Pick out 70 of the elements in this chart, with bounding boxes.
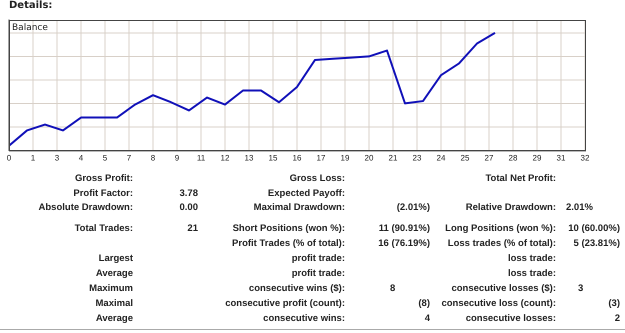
x-tick-label: 17 <box>316 153 326 162</box>
text: Maximal Drawdown: <box>254 202 345 213</box>
x-tick-label: 27 <box>484 153 494 162</box>
x-tick-label: 25 <box>460 153 470 162</box>
text: (3) <box>608 298 620 309</box>
x-tick-label: 21 <box>388 153 398 162</box>
text: loss trade: <box>508 253 556 264</box>
x-tick-label: 7 <box>126 153 132 162</box>
text: 0.00 <box>180 202 198 213</box>
text: Absolute Drawdown: <box>38 202 133 213</box>
text: Total Net Profit: <box>485 173 556 184</box>
text: Relative Drawdown: <box>466 202 556 213</box>
text: 11 (90.91%) <box>378 223 430 234</box>
x-tick-label: 5 <box>102 153 108 162</box>
text: consecutive profit (count): <box>225 298 345 309</box>
chart-title: Details: <box>9 0 52 11</box>
text: profit trade: <box>292 268 345 279</box>
text: Maximum <box>89 283 133 294</box>
text: 8 <box>390 283 396 294</box>
text: 21 <box>187 223 198 234</box>
text: Maximal <box>96 298 133 309</box>
text: consecutive loss (count): <box>441 298 556 309</box>
text: 16 (76.19%) <box>378 238 430 249</box>
x-tick-label: 3 <box>54 153 60 162</box>
text: 2.01% <box>566 202 593 213</box>
text: 3.78 <box>180 188 198 199</box>
text: consecutive losses ($): <box>451 283 556 294</box>
text: Gross Profit: <box>74 173 133 184</box>
text: Long Positions (won %): <box>445 223 556 234</box>
x-tick-label: 13 <box>244 153 254 162</box>
text: Loss trades (% of total): <box>448 238 556 249</box>
x-tick-label: 0 <box>6 153 12 162</box>
text: 2 <box>614 313 620 324</box>
text: Largest <box>98 253 133 264</box>
text: Profit Trades (% of total): <box>232 238 345 249</box>
x-tick-label: 9 <box>174 153 180 162</box>
x-tick-label: 1 <box>30 153 36 162</box>
x-tick-label: 28 <box>508 153 518 162</box>
x-tick-label: 16 <box>292 153 302 162</box>
text: 3 <box>578 283 584 294</box>
text: consecutive wins: <box>263 313 345 324</box>
x-tick-label: 19 <box>340 153 350 162</box>
text: consecutive wins ($): <box>248 283 345 294</box>
text: (8) <box>418 298 430 309</box>
x-tick-label: 20 <box>364 153 374 162</box>
text: consecutive losses: <box>466 313 556 324</box>
text: Total Trades: <box>74 223 133 234</box>
text: Gross Loss: <box>290 173 345 184</box>
chart-subtitle: Balance <box>12 22 48 33</box>
x-tick-label: 11 <box>196 153 206 162</box>
text: 4 <box>424 313 430 324</box>
x-tick-label: 23 <box>412 153 422 162</box>
x-tick-label: 4 <box>78 153 84 162</box>
text: Average <box>96 268 133 279</box>
x-tick-label: 24 <box>436 153 446 162</box>
x-tick-label: 31 <box>556 153 566 162</box>
text: Profit Factor: <box>73 188 133 199</box>
text: 10 (60.00%) <box>568 223 620 234</box>
x-tick-label: 15 <box>268 153 278 162</box>
text: Expected Payoff: <box>268 188 345 199</box>
x-tick-label: 32 <box>580 153 590 162</box>
text: Short Positions (won %): <box>232 223 345 234</box>
x-tick-label: 8 <box>150 153 156 162</box>
text: loss trade: <box>508 268 556 279</box>
text: (2.01%) <box>396 202 430 213</box>
x-tick-label: 29 <box>532 153 542 162</box>
text: Average <box>96 313 133 324</box>
text: profit trade: <box>292 253 345 264</box>
text: 5 (23.81%) <box>574 238 620 249</box>
x-tick-label: 12 <box>220 153 230 162</box>
